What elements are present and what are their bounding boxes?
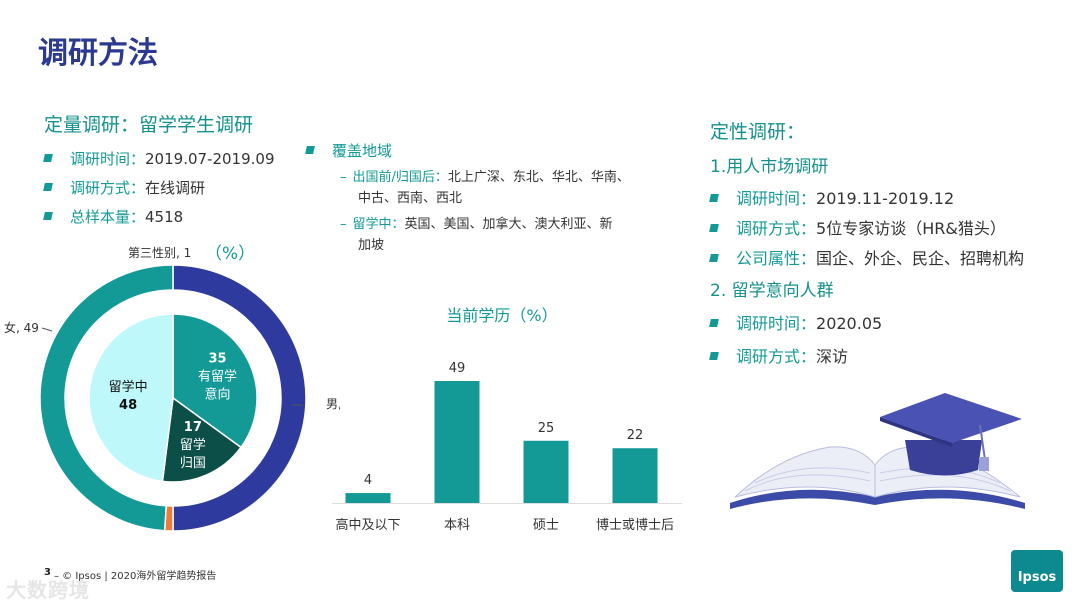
donut-inner-slice-0 (172, 313, 258, 449)
leader-line (41, 327, 53, 332)
qual-sub1: 1.用人市场调研 (710, 157, 829, 177)
bar-chart-title: 当前学历（%） (446, 306, 557, 325)
bar-1 (434, 381, 480, 503)
qual-items2-value: 2020.05 (816, 314, 883, 333)
bullet-icon (43, 182, 53, 191)
bar-value-label: 4 (364, 473, 372, 488)
quant-items-value: 2019.07-2019.09 (145, 150, 275, 168)
qual-items2-label: 调研方式： (736, 347, 817, 366)
quant-items-value: 4518 (145, 208, 184, 226)
coverage-label-2: 留学中： (352, 217, 405, 232)
bar-value-label: 49 (449, 361, 466, 376)
qual-items1-value: 2019.11-2019.12 (816, 189, 955, 208)
quant-items-item: 调研方式：在线调研 (43, 177, 206, 198)
qual-items1-value: 5位专家访谈（HR&猎头） (816, 219, 1006, 238)
donut-outer-label: 男, 50 (326, 397, 340, 411)
donut-inner-label: 归国 (180, 456, 206, 471)
page-number: 3 (44, 567, 51, 578)
quant-items-item: 调研时间：2019.07-2019.09 (43, 148, 275, 169)
donut-outer-slice-2 (39, 264, 174, 532)
qual-items2-value: 深访 (816, 347, 849, 366)
bullet-icon (709, 253, 719, 262)
donut-inner-label: 17 (184, 420, 202, 435)
qual-items1-item: 调研时间：2019.11-2019.12 (709, 185, 955, 209)
coverage-value-1: 北上广深、东北、华北、华南、 (447, 170, 630, 185)
ipsos-logo: Ipsos (1011, 550, 1063, 592)
bar-category-label: 博士或博士后 (596, 518, 674, 533)
coverage-value-2: 英国、美国、加拿大、澳大利亚、新 (404, 217, 613, 232)
bullet-icon (43, 153, 53, 162)
qual-items1-item: 公司属性：国企、外企、民企、招聘机构 (709, 245, 1025, 269)
coverage-heading: 覆盖地域 (332, 142, 393, 160)
donut-outer-label: 女, 49 (4, 320, 39, 335)
coverage-value-1b: 中古、西南、西北 (358, 191, 463, 206)
quant-items-item: 总样本量：4518 (43, 206, 184, 227)
logo-text: Ipsos (1017, 570, 1057, 585)
qual-items1-label: 公司属性： (736, 249, 817, 268)
qual-items1-item: 调研方式：5位专家访谈（HR&猎头） (709, 215, 1006, 239)
qual-items2-item: 调研时间：2020.05 (709, 310, 883, 334)
book-cap-illustration (730, 393, 1025, 509)
qual-heading: 定性调研： (710, 121, 806, 143)
bullet-icon (709, 351, 719, 360)
dash-icon: – (340, 217, 347, 232)
quant-heading: 定量调研：留学学生调研 (44, 114, 254, 136)
quant-items-label: 调研时间： (70, 150, 146, 168)
dash-icon: – (340, 170, 347, 185)
bar-0 (345, 493, 391, 503)
qual-sub2: 2. 留学意向人群 (710, 281, 834, 301)
bar-2 (523, 440, 569, 503)
donut-inner-label: 留学中 (109, 379, 148, 395)
coverage-heading-row: 覆盖地域 (305, 140, 393, 161)
coverage-label-1: 出国前/归国后： (352, 170, 448, 185)
quant-items-value: 在线调研 (145, 179, 206, 197)
coverage-line-2: – 留学中：英国、美国、加拿大、澳大利亚、新 加坡 (340, 214, 670, 256)
bullet-icon (709, 193, 719, 202)
donut-inner-label: 有留学 (198, 368, 237, 384)
page-title: 调研方法 (38, 36, 158, 71)
bar-category-label: 高中及以下 (335, 517, 400, 533)
bar-category-label: 本科 (444, 518, 470, 533)
bar-3 (612, 448, 658, 503)
bullet-icon (709, 223, 719, 232)
bullet-icon (305, 145, 315, 154)
donut-inner-slice-1 (161, 396, 243, 483)
donut-inner-label: 意向 (205, 386, 231, 402)
bar-chart: 当前学历（%） 4 高中及以下 49 本科 25 硕士 22 博士或博士后 (332, 306, 682, 533)
coverage-line-1: – 出国前/归国后：北上广深、东北、华北、华南、 中古、西南、西北 (340, 167, 670, 209)
donut-inner-slice-2 (88, 313, 174, 483)
graduation-cap-icon (880, 393, 1022, 476)
bar-value-label: 25 (538, 421, 555, 436)
bar-category-label: 硕士 (533, 518, 559, 533)
donut-outer-label: 第三性别, 1 (128, 246, 191, 260)
open-book-icon (730, 446, 1025, 509)
qual-items2-label: 调研时间： (736, 314, 817, 333)
coverage-value-2b: 加坡 (358, 238, 385, 253)
qual-items1-value: 国企、外企、民企、招聘机构 (816, 249, 1025, 268)
watermark: 大数跨境 (6, 578, 90, 602)
donut-title: （%） (205, 244, 255, 264)
bullet-icon (709, 318, 719, 327)
donut-inner-label: 留学 (180, 437, 206, 453)
footer-text: – © Ipsos | 2020海外留学趋势报告 (54, 571, 217, 582)
qual-items2-item: 调研方式：深访 (709, 343, 849, 367)
donut-inner-label: 35 (209, 351, 227, 366)
quant-items-label: 总样本量： (70, 208, 146, 226)
qual-items1-label: 调研方式： (736, 219, 817, 238)
bullet-icon (43, 211, 53, 220)
quant-items-label: 调研方式： (70, 179, 146, 197)
bar-value-label: 22 (627, 428, 644, 443)
donut-inner-label: 48 (119, 398, 137, 413)
qual-items1-label: 调研时间： (736, 189, 817, 208)
